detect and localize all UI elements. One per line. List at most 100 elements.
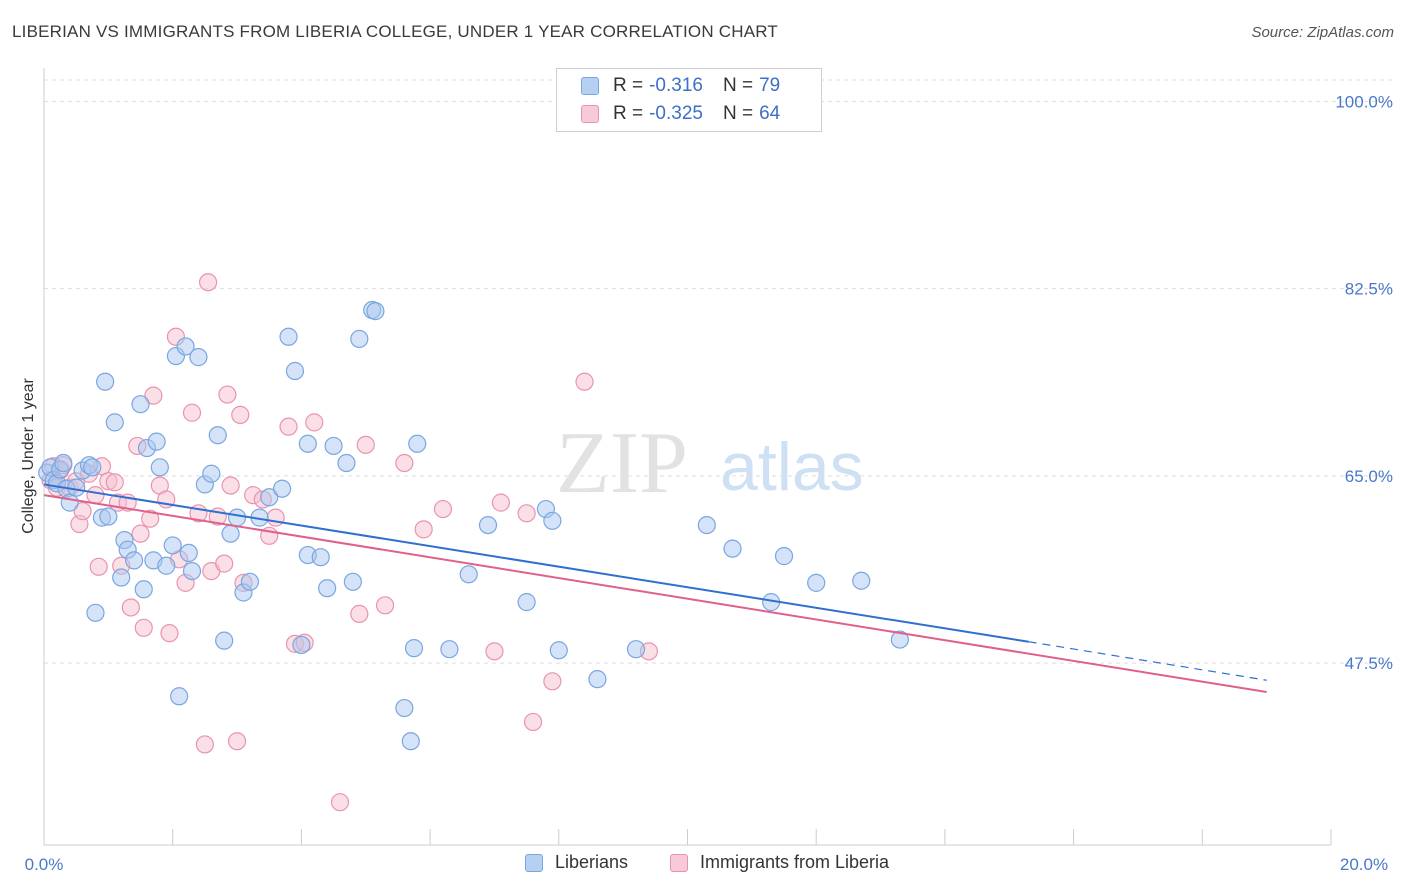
point-liberians: [227, 508, 247, 527]
point-liberians: [343, 572, 362, 591]
point-immigrants: [523, 712, 543, 732]
point-immigrants: [575, 372, 594, 391]
point-liberians: [588, 670, 607, 689]
point-immigrants: [375, 596, 395, 615]
point-liberians: [337, 453, 356, 473]
point-liberians: [221, 524, 240, 543]
point-liberians: [395, 698, 414, 718]
point-liberians: [170, 687, 189, 706]
watermark: ZIP atlas: [556, 415, 864, 512]
point-liberians: [240, 572, 260, 591]
point-immigrants: [543, 672, 562, 691]
point-immigrants: [134, 618, 153, 637]
point-liberians: [626, 640, 646, 659]
source-label: Source: ZipAtlas.com: [1251, 24, 1394, 41]
point-immigrants: [356, 435, 375, 454]
legend-swatch-blue: [581, 77, 599, 95]
tick-labels: 100.0% 82.5% 65.0% 47.5% 0.0% 20.0%: [25, 92, 1393, 874]
point-liberians: [298, 434, 317, 453]
trend-lines: [43, 483, 1267, 693]
point-immigrants: [160, 624, 179, 643]
point-immigrants: [218, 385, 237, 404]
point-liberians: [131, 395, 150, 414]
legend-r-value: -0.316: [649, 75, 703, 96]
legend-n-label: N =: [722, 103, 754, 124]
legend-row-immigrants: R = -0.325 N = 64: [581, 102, 800, 126]
point-immigrants: [414, 520, 433, 539]
point-liberians: [311, 548, 330, 567]
series-immigrants-points: [41, 273, 658, 812]
point-liberians: [99, 507, 118, 526]
stats-legend: R = -0.316 N = 79 R = -0.325 N = 64: [556, 68, 822, 132]
point-immigrants: [485, 642, 504, 661]
point-liberians: [260, 488, 279, 507]
legend-item-immigrants[interactable]: Immigrants from Liberia: [670, 852, 889, 873]
point-liberians: [182, 561, 202, 581]
legend-r-label: R =: [613, 103, 644, 124]
point-immigrants: [182, 403, 202, 422]
point-immigrants: [121, 598, 140, 617]
y-tick-label: 82.5%: [1345, 280, 1393, 299]
point-liberians: [543, 511, 562, 530]
point-liberians: [404, 639, 424, 658]
point-liberians: [285, 361, 305, 381]
point-liberians: [292, 635, 311, 655]
point-liberians: [350, 329, 369, 349]
point-liberians: [112, 568, 131, 587]
point-liberians: [96, 372, 115, 391]
point-liberians: [83, 458, 102, 477]
point-immigrants: [279, 417, 298, 436]
point-immigrants: [105, 473, 124, 492]
point-immigrants: [491, 493, 510, 512]
point-liberians: [723, 539, 742, 558]
point-liberians: [697, 515, 716, 535]
watermark-zip: ZIP: [556, 415, 688, 512]
legend-n-value: 79: [759, 75, 781, 96]
point-liberians: [272, 479, 292, 498]
point-liberians: [215, 631, 234, 650]
legend-item-liberians[interactable]: Liberians: [525, 852, 628, 873]
point-immigrants: [144, 386, 163, 405]
point-liberians: [279, 327, 298, 346]
point-immigrants: [215, 554, 234, 573]
point-liberians: [401, 732, 420, 751]
point-liberians: [324, 436, 343, 456]
watermark-atlas: atlas: [720, 429, 864, 505]
point-liberians: [517, 593, 536, 612]
point-immigrants: [305, 413, 324, 432]
y-axis-label: College, Under 1 year: [20, 378, 37, 534]
point-liberians: [807, 573, 826, 592]
point-immigrants: [198, 273, 218, 292]
y-tick-label: 100.0%: [1335, 92, 1393, 111]
point-immigrants: [266, 508, 285, 527]
point-immigrants: [395, 453, 414, 473]
point-immigrants: [433, 499, 453, 519]
point-liberians: [774, 547, 794, 566]
chart-title: LIBERIAN VS IMMIGRANTS FROM LIBERIA COLL…: [12, 22, 778, 41]
legend-label-immigrants: Immigrants from Liberia: [700, 852, 890, 872]
point-liberians: [163, 536, 182, 555]
point-liberians: [318, 579, 337, 598]
point-liberians: [459, 565, 478, 584]
point-immigrants: [330, 793, 350, 812]
point-immigrants: [231, 405, 250, 424]
point-liberians: [147, 432, 166, 451]
point-liberians: [176, 337, 195, 356]
point-liberians: [179, 543, 198, 563]
point-liberians: [105, 413, 124, 432]
legend-swatch-pink: [581, 105, 599, 123]
point-immigrants: [195, 735, 214, 754]
point-immigrants: [517, 504, 536, 523]
axes: [43, 68, 1332, 846]
point-liberians: [202, 464, 221, 483]
point-liberians: [150, 458, 169, 477]
point-immigrants: [89, 557, 108, 576]
series-liberians-points: [38, 300, 909, 751]
point-liberians: [852, 571, 871, 590]
x-tick-label: 0.0%: [25, 855, 64, 874]
y-tick-label: 65.0%: [1345, 467, 1393, 486]
point-liberians: [440, 640, 459, 659]
point-liberians: [86, 603, 105, 622]
series-legend: Liberians Immigrants from Liberia: [0, 852, 1406, 876]
